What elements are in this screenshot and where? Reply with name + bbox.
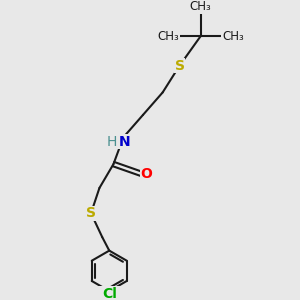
Text: Cl: Cl <box>102 287 117 300</box>
Text: S: S <box>175 59 184 73</box>
Text: O: O <box>141 167 153 181</box>
Text: CH₃: CH₃ <box>222 30 244 43</box>
Text: S: S <box>86 206 96 220</box>
Text: CH₃: CH₃ <box>158 30 179 43</box>
Text: N: N <box>119 135 130 148</box>
Text: H: H <box>107 135 117 148</box>
Text: CH₃: CH₃ <box>190 0 211 13</box>
